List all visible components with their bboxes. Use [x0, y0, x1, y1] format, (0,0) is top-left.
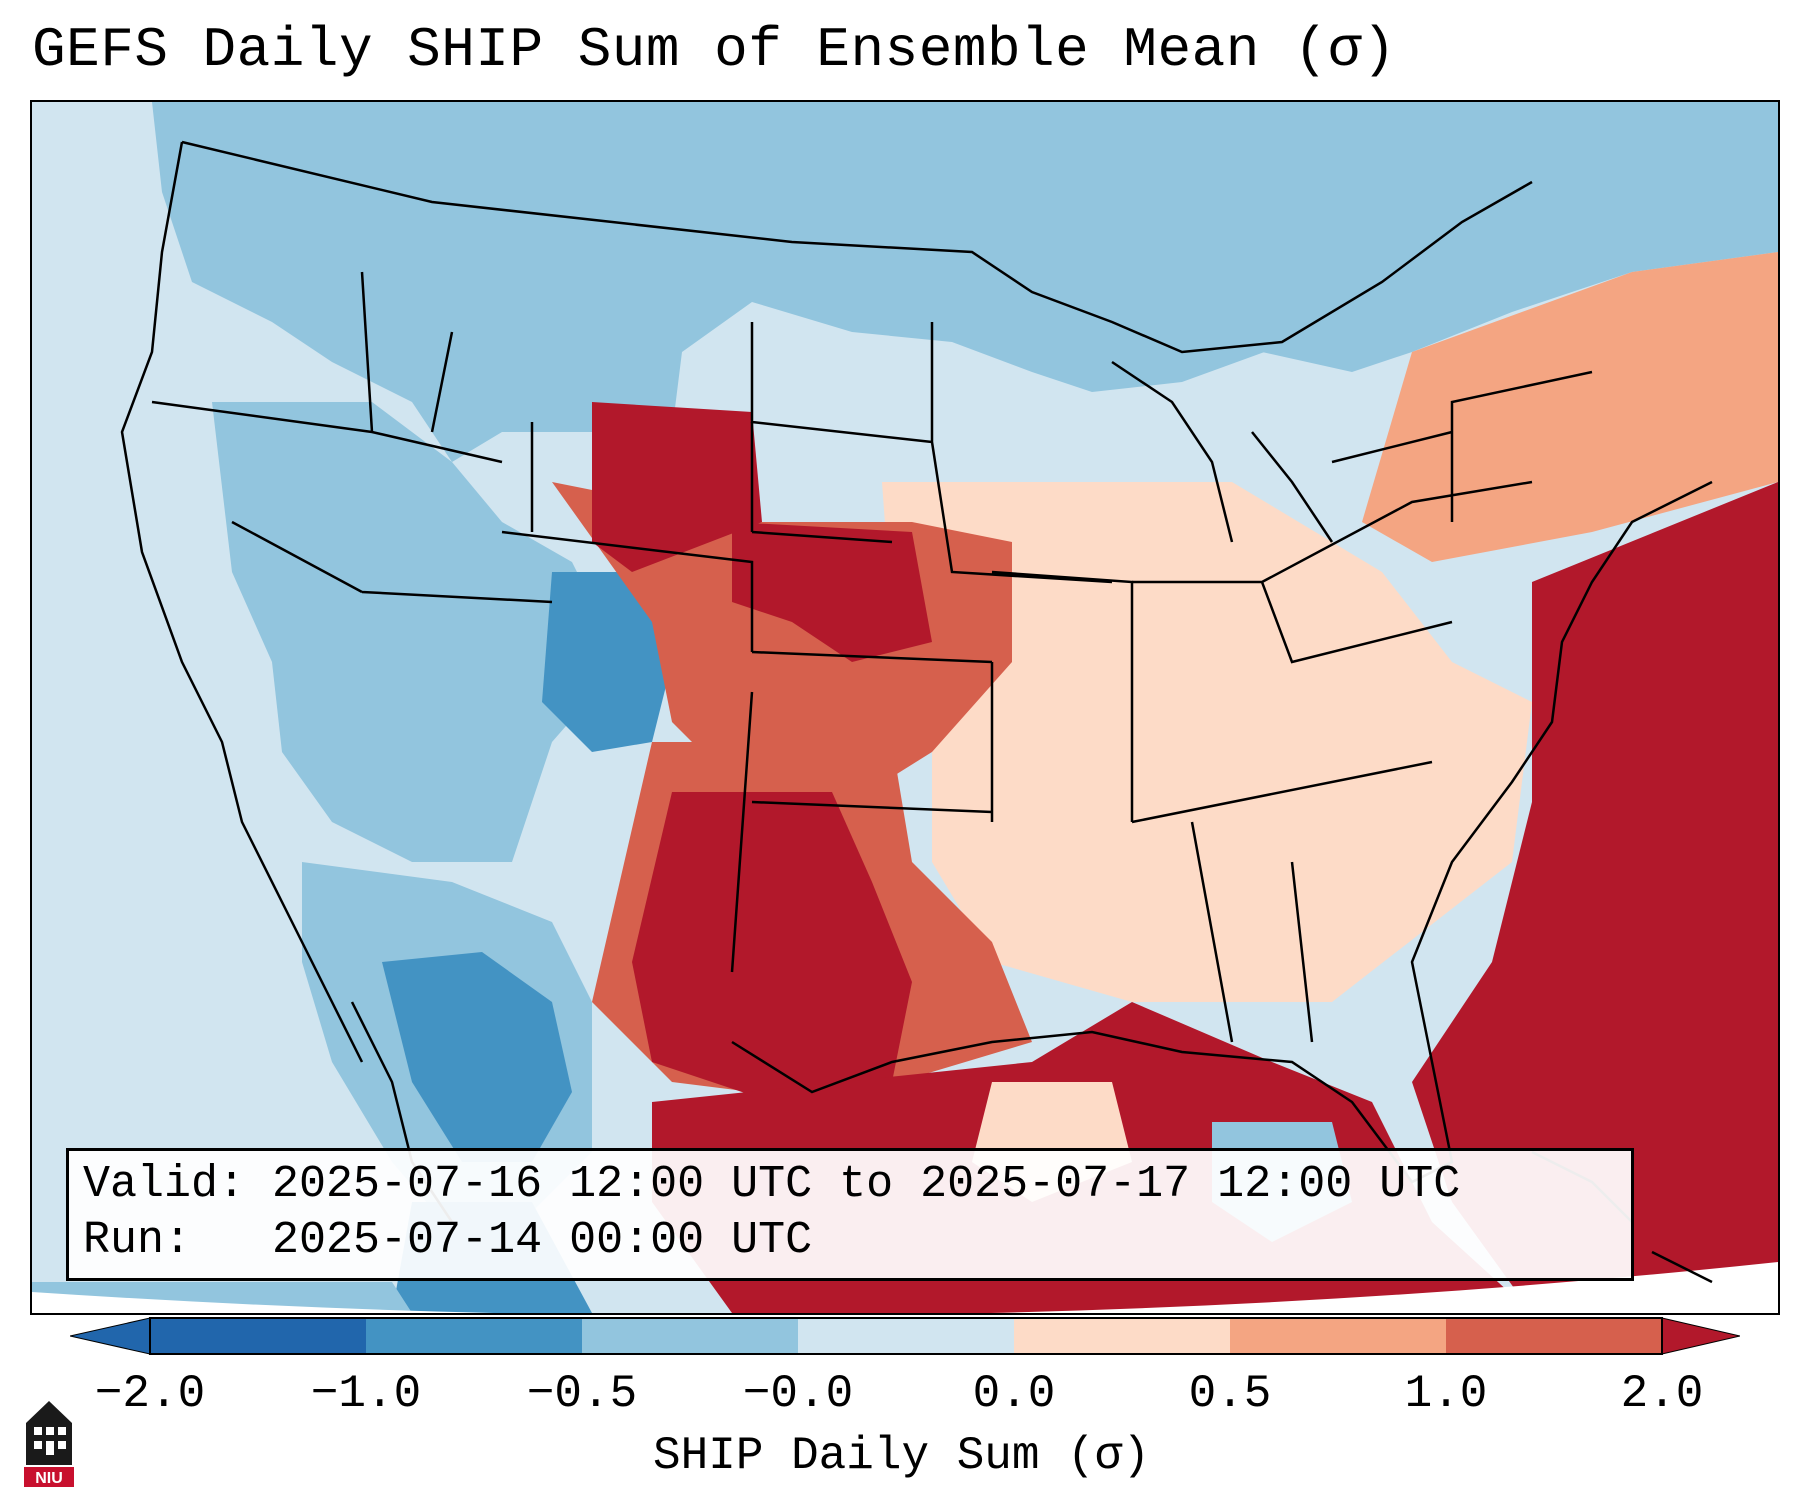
colorbar-segment-5 — [798, 1318, 1014, 1354]
colorbar-segment-2 — [150, 1318, 366, 1354]
region-high-northeast — [1362, 252, 1778, 562]
state-lines-west — [151, 271, 893, 652]
map-panel — [30, 100, 1780, 1315]
state-lines-central — [730, 322, 1134, 973]
validity-info-box: Valid: 2025-07-16 12:00 UTC to 2025-07-1… — [66, 1148, 1634, 1281]
great-lakes — [1111, 360, 1453, 543]
canada-us-border — [181, 140, 1533, 354]
region-verylow-rockies — [542, 572, 672, 752]
colorbar-segment-9 — [1661, 1317, 1740, 1355]
colorbar-segment-4 — [582, 1318, 798, 1354]
colorbar-segment-1 — [70, 1317, 151, 1355]
colorbar-tick-label: 2.0 — [1620, 1368, 1704, 1420]
state-lines-east — [1131, 370, 1593, 1043]
region-veryhigh-wyoming — [592, 402, 762, 572]
colorbar-outline — [149, 1317, 1663, 1355]
west-coast — [120, 141, 364, 1063]
region-low-north — [152, 102, 1532, 462]
colorbar-segment-6 — [1014, 1318, 1230, 1354]
map-field — [32, 102, 1778, 1313]
niu-castle-logo-icon: NIU — [24, 1401, 74, 1487]
colorbar-tick-label: −0.0 — [742, 1368, 854, 1420]
projection-edge — [32, 1262, 1778, 1313]
svg-text:NIU: NIU — [35, 1470, 63, 1487]
chart-title: GEFS Daily SHIP Sum of Ensemble Mean (σ) — [32, 18, 1397, 82]
colorbar-label: SHIP Daily Sum (σ) — [653, 1430, 1150, 1482]
region-slightlyhigh-midwest — [882, 482, 1532, 1002]
region-veryhigh-plains — [732, 522, 932, 662]
colorbar-segment-3 — [366, 1318, 582, 1354]
valid-time-text: Valid: 2025-07-16 12:00 UTC to 2025-07-1… — [83, 1159, 1461, 1210]
colorbar-tick-label: −1.0 — [310, 1368, 422, 1420]
region-low-west — [212, 402, 622, 862]
region-veryhigh-texas — [632, 792, 912, 1102]
colorbar — [70, 1317, 1740, 1355]
colorbar-segment-7 — [1230, 1318, 1446, 1354]
colorbar-tick-label: −0.5 — [526, 1368, 638, 1420]
colorbar-tick-label: −2.0 — [94, 1368, 206, 1420]
colorbar-tick-label: 1.0 — [1404, 1368, 1488, 1420]
region-veryhigh-atlantic — [1412, 482, 1778, 1313]
colorbar-segment-8 — [1446, 1318, 1662, 1354]
colorbar-tick-label: 0.0 — [972, 1368, 1056, 1420]
region-verylow-mexico — [382, 952, 572, 1162]
region-low-northeast — [1192, 102, 1778, 372]
colorbar-tick-label: 0.5 — [1188, 1368, 1272, 1420]
run-time-text: Run: 2025-07-14 00:00 UTC — [83, 1215, 813, 1266]
